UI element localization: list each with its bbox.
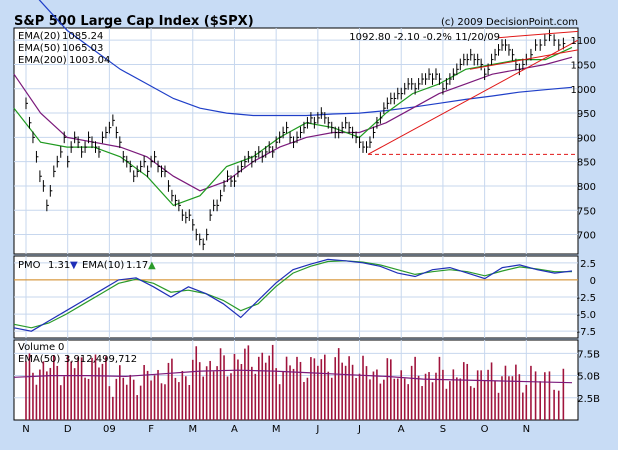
pmo-panel: 2.5 0 -2.5 -5.0 -7.5 PMO 1.31 ▼ EMA(10) 1.17… [13,255,596,339]
legend-volume-value: 0 [58,342,64,353]
volume-ema-series [13,369,573,384]
volume-tick-label: 7.5B [577,349,600,360]
chart-title: S&P 500 Large Cap Index ($SPX) [14,14,254,29]
ema-line [13,56,573,192]
price-tick-label: 900 [577,133,596,144]
price-tick-label: 700 [577,231,596,242]
legend-pmo-value: 1.31 [48,260,70,271]
x-tick-label: 09 [103,424,116,435]
pmo-line [13,258,573,332]
volume-panel: 7.5B 5.0B 2.5B Volume 0 EMA(50) 3,912,499,… [13,339,600,421]
pmo-up-arrow-icon: ▲ [148,260,156,271]
pmo-signal-series [13,260,572,329]
pmo-series [13,258,573,332]
pmo-tick-label: -7.5 [576,327,596,338]
legend-ema200-label: EMA(200) [18,55,67,66]
price-y-axis: 700 750 800 850 900 950 1000 1050 1100 [571,36,596,241]
pmo-tick-label: -2.5 [576,293,596,304]
ema20-series [13,46,573,207]
x-tick-label: A [231,424,238,435]
pmo-y-axis: 2.5 0 -2.5 -5.0 -7.5 [576,259,596,338]
volume-bars [25,344,565,420]
x-tick-label: D [64,424,72,435]
ema50-series [13,56,573,192]
pmo-signal-line [13,260,572,329]
legend-pmo-signal-label: EMA(10) [82,260,124,271]
price-tick-label: 1050 [571,60,596,71]
legend-ema20-value: 1085.24 [62,31,103,42]
copyright: (c) 2009 DecisionPoint.com [441,17,578,28]
x-tick-label: O [481,424,489,435]
x-tick-label: N [22,424,29,435]
legend-ema50-label: EMA(50) [18,43,60,54]
x-tick-label: A [398,424,405,435]
trendline-lower [367,39,579,155]
pmo-tick-label: -5.0 [576,310,596,321]
volume-tick-label: 2.5B [577,394,600,405]
volume-tick-label: 5.0B [577,372,600,383]
legend-volume-label: Volume [18,342,55,353]
volume-y-axis: 7.5B 5.0B 2.5B [577,349,600,404]
legend-volume-ema-value: 3,912,499,712 [64,354,137,365]
legend-ema50-value: 1065.03 [62,43,103,54]
pmo-tick-label: 0 [590,276,596,287]
price-tick-label: 950 [577,109,596,120]
price-tick-label: 850 [577,158,596,169]
x-tick-label: J [357,424,361,435]
price-tick-label: 1000 [571,85,596,96]
price-quote: 1092.80 -2.10 -0.2% 11/20/09 [349,32,500,43]
price-tick-label: 1100 [571,36,596,47]
pmo-down-arrow-icon: ▼ [70,260,78,271]
x-tick-label: F [148,424,154,435]
x-tick-label: M [272,424,281,435]
x-tick-label: M [188,424,197,435]
trendline-middle [469,49,579,70]
legend-ema20-label: EMA(20) [18,31,60,42]
price-panel: 700 750 800 850 900 950 1000 1050 1100 1092.80 -… [13,0,596,255]
legend-pmo-signal-value: 1.17 [126,260,148,271]
ema-line [38,0,573,117]
volume-legend: Volume 0 EMA(50) 3,912,499,712 [18,342,137,365]
ema200-series [38,0,573,117]
x-tick-label: S [440,424,446,435]
trendline-upper [497,30,579,39]
ema-line [13,46,573,207]
legend-volume-ema-label: EMA(50) [18,354,60,365]
pmo-tick-label: 2.5 [580,259,596,270]
legend-ema200-value: 1003.04 [69,55,110,66]
price-bars [25,29,566,251]
price-tick-label: 750 [577,206,596,217]
trendlines [367,30,579,155]
price-tick-label: 800 [577,182,596,193]
x-tick-label: J [315,424,319,435]
legend-pmo-label: PMO [18,260,41,271]
x-axis: N D 09 F M A M J J A S O N [22,424,530,435]
x-tick-label: N [523,424,530,435]
pmo-legend: PMO 1.31 ▼ EMA(10) 1.17 ▲ [18,260,156,271]
volume-ema-line [13,369,573,384]
price-legend: EMA(20) 1085.24 EMA(50) 1065.03 EMA(200)… [18,31,110,66]
